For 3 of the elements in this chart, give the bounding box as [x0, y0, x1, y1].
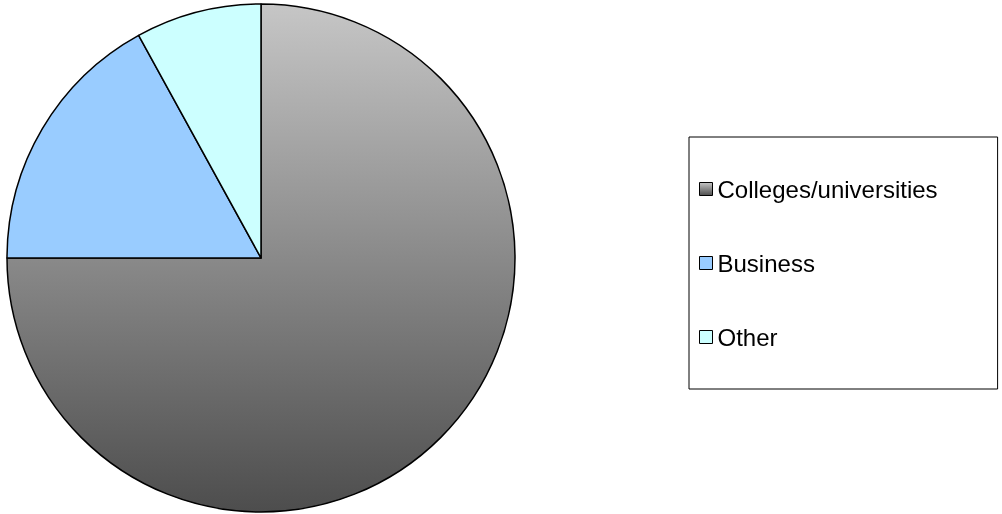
legend-label: Colleges/universities — [717, 175, 938, 203]
legend-label: Business — [717, 249, 815, 277]
legend-label: Other — [717, 323, 778, 351]
